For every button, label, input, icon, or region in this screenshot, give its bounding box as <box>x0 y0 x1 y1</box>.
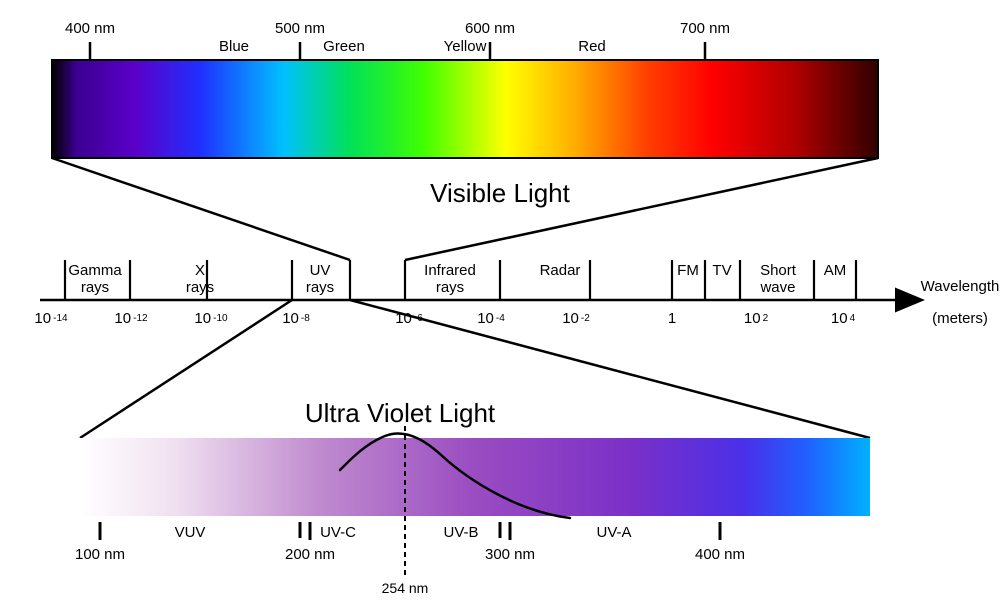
em-region-label: Radar <box>540 262 581 279</box>
em-scale-label: 10-6 <box>395 310 421 327</box>
uv-band-label: UV-B <box>443 524 478 541</box>
visible-tick-label: 600 nm <box>465 20 515 37</box>
uv-band-label: UV-A <box>596 524 631 541</box>
uv-band-label: VUV <box>175 524 206 541</box>
visible-spectrum-bar <box>52 60 878 158</box>
uv-tick-label: 300 nm <box>485 546 535 563</box>
uv-band-label: UV-C <box>320 524 356 541</box>
em-scale-label: 10-14 <box>34 310 65 327</box>
em-region-label: TV <box>712 262 731 279</box>
funnel-line <box>405 158 878 260</box>
uv-marker-label: 254 nm <box>382 580 429 596</box>
em-scale-label: 10-10 <box>194 310 225 327</box>
em-region-label: FM <box>677 262 699 279</box>
em-scale-label: 10-2 <box>562 310 588 327</box>
uv-light-title: Ultra Violet Light <box>305 398 495 429</box>
uv-tick-label: 100 nm <box>75 546 125 563</box>
em-scale-label: 104 <box>831 310 853 327</box>
em-scale-label: 10-8 <box>282 310 308 327</box>
em-scale-label: 102 <box>744 310 766 327</box>
visible-color-label: Green <box>323 38 365 55</box>
visible-color-label: Red <box>578 38 606 55</box>
em-region-label: Infraredrays <box>424 262 476 297</box>
em-region-label: Gammarays <box>68 262 121 297</box>
em-region-label: Shortwave <box>760 262 796 297</box>
visible-color-label: Blue <box>219 38 249 55</box>
em-scale-label: 1 <box>668 310 676 327</box>
em-scale-label: 10-12 <box>114 310 145 327</box>
em-region-label: AM <box>824 262 847 279</box>
visible-color-label: Yellow <box>444 38 487 55</box>
uv-spectrum-bar <box>80 438 870 516</box>
em-scale-label: 10-4 <box>477 310 503 327</box>
uv-tick-label: 400 nm <box>695 546 745 563</box>
visible-tick-label: 400 nm <box>65 20 115 37</box>
funnel-line <box>80 300 292 438</box>
visible-tick-label: 700 nm <box>680 20 730 37</box>
diagram-svg <box>0 0 1000 615</box>
visible-tick-label: 500 nm <box>275 20 325 37</box>
axis-label-wavelength: Wavelength <box>921 278 1000 295</box>
axis-label-units: (meters) <box>932 310 988 327</box>
funnel-line <box>52 158 350 260</box>
em-region-label: Xrays <box>186 262 214 297</box>
em-region-label: UVrays <box>306 262 334 297</box>
uv-tick-label: 200 nm <box>285 546 335 563</box>
visible-light-title: Visible Light <box>430 178 570 209</box>
